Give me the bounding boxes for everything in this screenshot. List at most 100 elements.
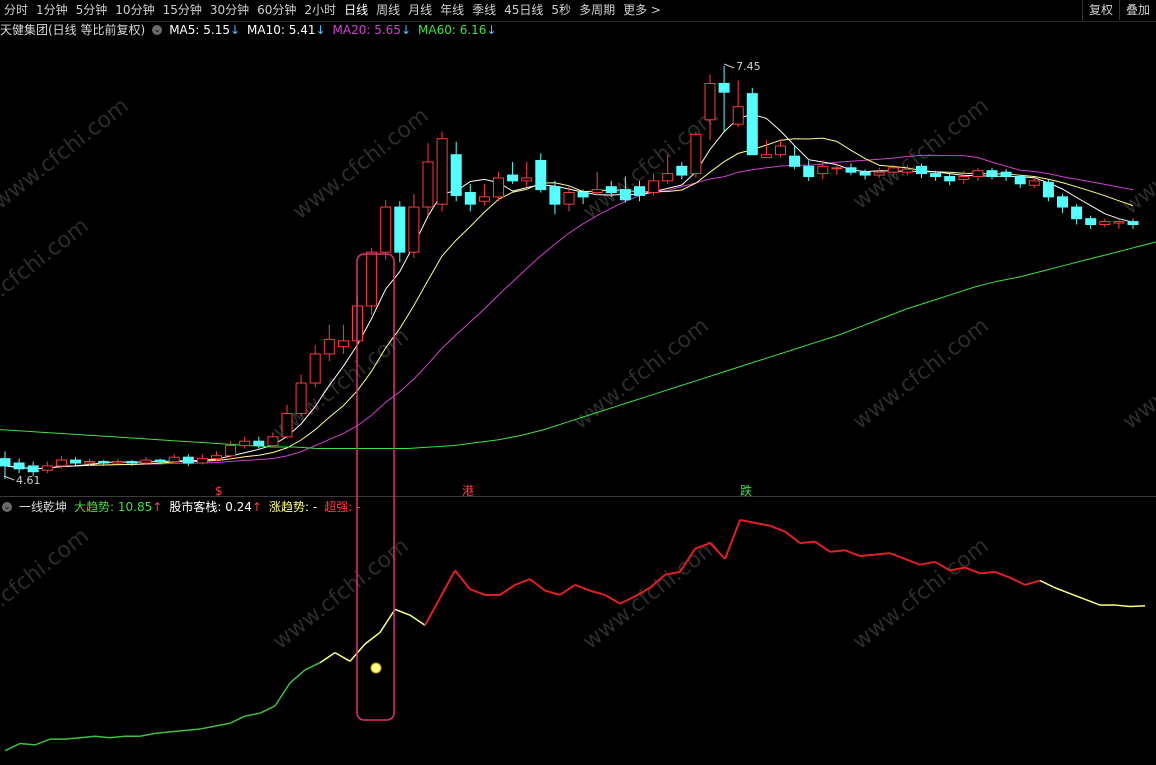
overlay-button[interactable]: 叠加 xyxy=(1118,0,1156,20)
period-tab-7[interactable]: 2小时 xyxy=(304,3,337,17)
candle-body xyxy=(1057,196,1068,208)
candle-body xyxy=(450,154,462,196)
candle-body xyxy=(1085,218,1097,226)
indicator-segment xyxy=(919,560,936,566)
arrow-down-icon: ↓ xyxy=(400,23,412,37)
watermark-text: www.cfchi.com xyxy=(848,93,993,214)
indicator-segment xyxy=(874,552,891,556)
settings-circle-icon[interactable]: ⌄ xyxy=(152,25,163,35)
candle-body xyxy=(831,167,843,170)
indicator-segment xyxy=(109,735,126,739)
period-tab-2[interactable]: 5分钟 xyxy=(75,3,108,17)
candle-body xyxy=(422,161,434,208)
candle-body xyxy=(944,176,956,182)
indicator-segment xyxy=(574,583,591,592)
candle-body xyxy=(0,458,11,467)
stock-title[interactable]: 天健集团(日线 等比前复权) xyxy=(0,23,146,37)
period-tab-4[interactable]: 15分钟 xyxy=(162,3,202,17)
period-tab-10[interactable]: 月线 xyxy=(408,3,433,17)
watermark-text: www.cfchi.com xyxy=(268,533,413,654)
period-tab-1[interactable]: 1分钟 xyxy=(36,3,68,17)
candle-body xyxy=(337,340,349,348)
watermark-text: www.cfchi.com xyxy=(0,213,94,334)
candle-body xyxy=(690,133,702,175)
period-tab-8[interactable]: 日线 xyxy=(344,3,369,17)
indicator-segment xyxy=(499,584,516,596)
period-tab-0[interactable]: 分时 xyxy=(4,3,29,17)
watermark-text: www.cfchi.com xyxy=(1118,313,1156,434)
pane-divider xyxy=(0,496,1156,497)
indicator-segment xyxy=(619,595,636,605)
period-tab-11[interactable]: 年线 xyxy=(440,3,465,17)
candle-body xyxy=(591,189,603,194)
candle-body xyxy=(718,82,730,93)
indicator-segment xyxy=(1084,598,1101,606)
candle-body xyxy=(986,170,998,178)
indicator-segment xyxy=(1009,576,1026,586)
period-toolbar: 分时 1分钟 5分钟 10分钟 15分钟 30分钟 60分钟 2小时 日线 周线 月线 年线 季线 45日… xyxy=(0,0,1156,22)
candle-body xyxy=(84,461,96,464)
candle-body xyxy=(366,251,378,307)
indicator-segment xyxy=(994,570,1011,579)
indicator-segment xyxy=(769,524,786,533)
period-tab-9[interactable]: 周线 xyxy=(376,3,401,17)
candle-body xyxy=(873,171,885,176)
highlight-box xyxy=(356,253,395,721)
period-tab-5[interactable]: 30分钟 xyxy=(209,3,250,17)
period-tab-13[interactable]: 45日线 xyxy=(504,3,544,17)
indicator-segment xyxy=(79,735,96,739)
ma60-label: MA60: 6.16↓ xyxy=(418,23,497,37)
watermark-text: www.cfchi.com xyxy=(848,533,993,654)
candle-body xyxy=(746,93,758,156)
candle-body xyxy=(380,206,392,253)
indicator-segment xyxy=(739,519,756,524)
candle-body xyxy=(634,186,645,196)
candle-body xyxy=(394,206,406,253)
candle-body xyxy=(676,165,688,176)
candle-body xyxy=(803,165,815,178)
indicator-segment xyxy=(139,732,156,737)
period-tab-14[interactable]: 5秒 xyxy=(551,3,572,17)
candle-body xyxy=(408,206,420,253)
candle-body xyxy=(619,189,631,201)
indicator-segment xyxy=(1114,604,1131,608)
period-tab-6[interactable]: 60分钟 xyxy=(257,3,297,17)
indicator-segment xyxy=(94,735,111,739)
candle-body xyxy=(182,456,194,464)
indicator-title[interactable]: 一线乾坤 xyxy=(19,500,68,514)
candle-body xyxy=(436,138,448,205)
indicator-segment xyxy=(799,540,816,545)
indicator-segment xyxy=(1039,579,1056,589)
settings-circle-icon[interactable]: ⌄ xyxy=(2,502,12,512)
period-tab-15[interactable]: 多周期 xyxy=(579,3,616,17)
high-price-pointer xyxy=(723,63,735,69)
indicator-segment xyxy=(409,614,426,626)
candle-body xyxy=(704,82,716,121)
period-tab-16[interactable]: 更多 > xyxy=(623,3,661,17)
indicator-segment xyxy=(1129,605,1146,608)
arrow-down-icon: ↓ xyxy=(229,23,241,37)
indicator-segment xyxy=(754,521,771,527)
period-tab-12[interactable]: 季线 xyxy=(472,3,497,17)
candle-body xyxy=(930,173,942,178)
indicator-segment xyxy=(199,725,216,730)
fuquan-button[interactable]: 复权 xyxy=(1081,0,1119,20)
candle-body xyxy=(648,180,660,194)
indicator-segment xyxy=(679,548,696,573)
indicator-segment xyxy=(424,597,441,626)
period-tab-3[interactable]: 10分钟 xyxy=(115,3,155,17)
signal-marker: 跌 xyxy=(740,483,752,498)
indicator-segment xyxy=(19,742,36,746)
indicator-segment xyxy=(64,736,81,740)
indicator-segment xyxy=(379,608,396,633)
indicator-info-bar: ⌄ 一线乾坤 大趋势: 10.85↑ 股市客栈: 0.24↑ 涨趋势: - 超强… xyxy=(0,499,367,515)
candle-body xyxy=(760,154,772,159)
candle-body xyxy=(563,192,575,205)
candle-body xyxy=(817,165,829,175)
candle-body xyxy=(13,462,25,470)
arrow-up-icon: ↑ xyxy=(152,500,163,514)
ma20-label: MA20: 5.65↓ xyxy=(332,23,412,37)
indicator-segment xyxy=(364,631,381,645)
indicator-segment xyxy=(589,589,606,596)
